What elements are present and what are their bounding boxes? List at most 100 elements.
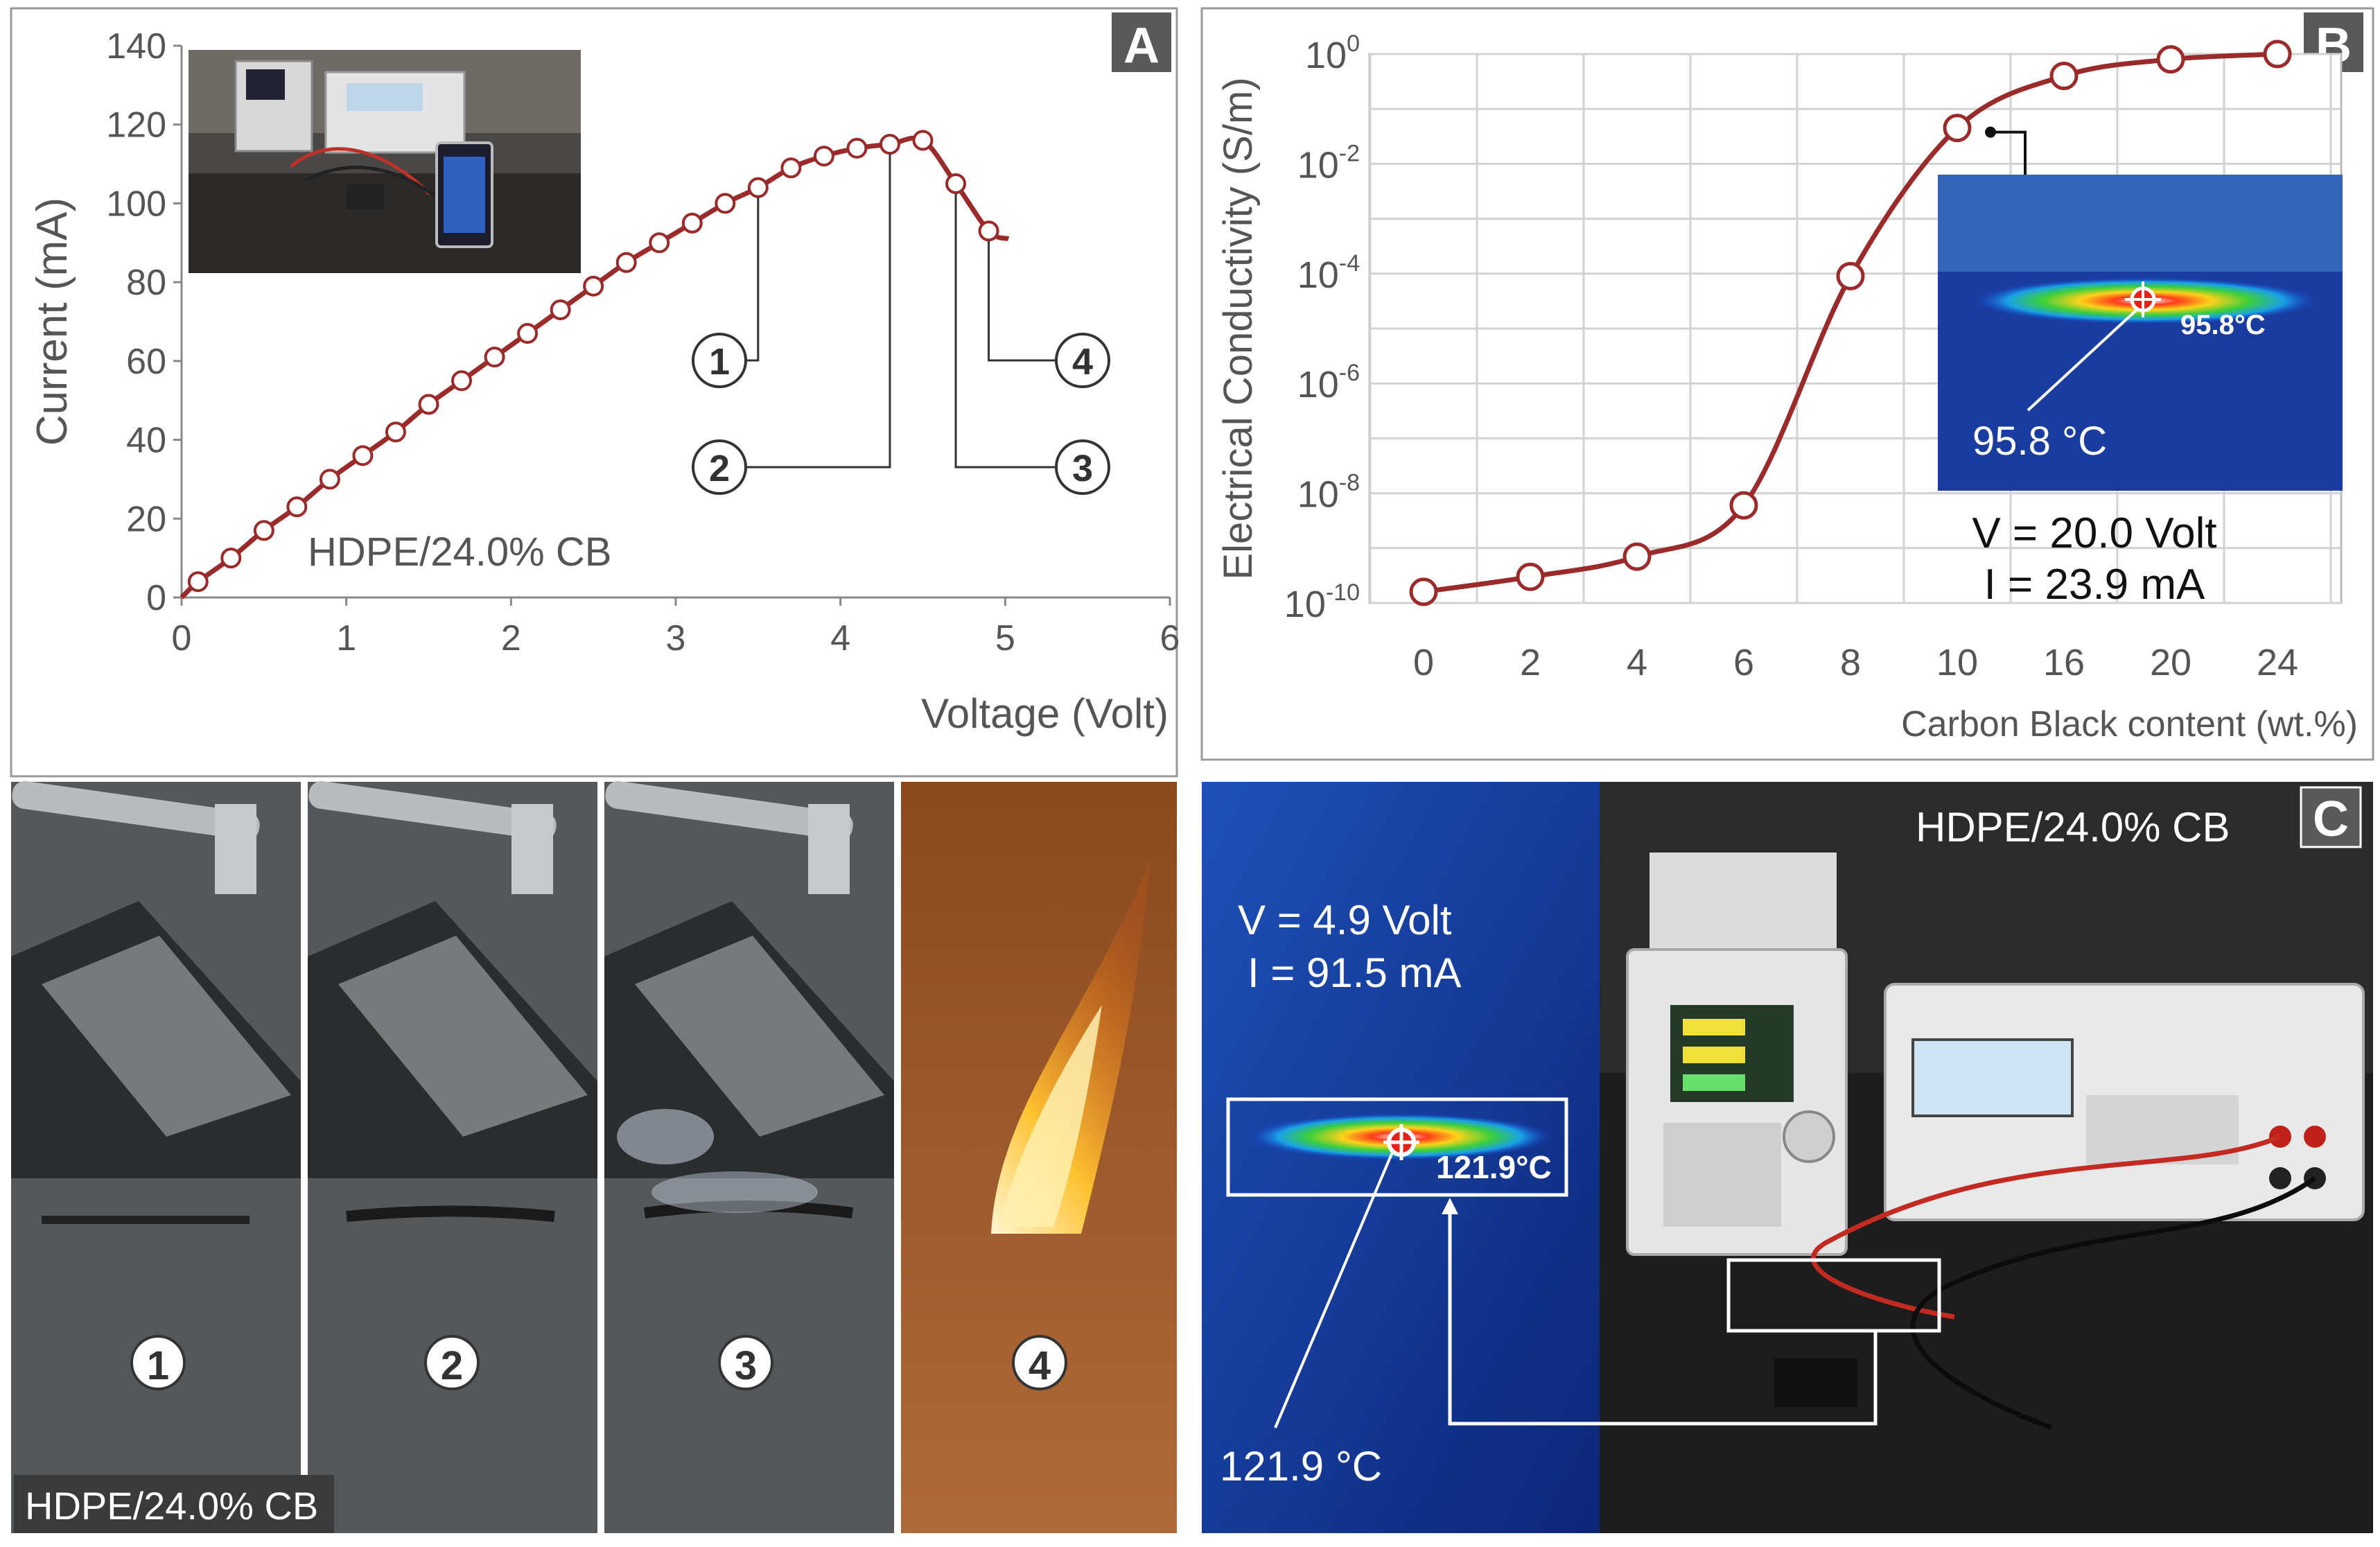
marker-badge-1 bbox=[692, 333, 747, 388]
strip-caption: HDPE/24.0% CB bbox=[25, 1484, 318, 1528]
y-tick-label: 20 bbox=[126, 499, 166, 539]
data-point bbox=[615, 252, 637, 273]
sample-annotation: HDPE/24.0% CB bbox=[308, 530, 611, 575]
x-tick-label: 20 bbox=[2150, 642, 2191, 683]
strip-badge-2: 2 bbox=[424, 1335, 480, 1390]
data-point bbox=[187, 571, 209, 593]
marker-label-3: 3 bbox=[1072, 448, 1093, 489]
marker-badge-4 bbox=[1055, 333, 1110, 388]
svg-text:2: 2 bbox=[441, 1343, 463, 1388]
strip-divider-1 bbox=[301, 782, 308, 1533]
panel-c-label: C bbox=[2313, 792, 2349, 847]
strip-badge-3: 3 bbox=[718, 1335, 773, 1390]
x-tick-label: 10 bbox=[1936, 642, 1978, 683]
y-axis-title: Current (mA) bbox=[28, 198, 76, 446]
setup-caption: HDPE/24.0% CB bbox=[1916, 804, 2230, 850]
strip-badge-1: 1 bbox=[130, 1335, 186, 1390]
setup-roi-box bbox=[1726, 1258, 1941, 1333]
panel-a-frame bbox=[10, 7, 1178, 778]
thermal-roi-box bbox=[1226, 1097, 1568, 1197]
data-point bbox=[253, 520, 274, 541]
marker-badge-3 bbox=[1055, 439, 1110, 495]
data-point bbox=[583, 275, 604, 297]
x-tick-label: 0 bbox=[1413, 642, 1434, 683]
red-cable bbox=[1811, 1134, 2282, 1320]
data-point bbox=[1943, 114, 1972, 143]
thermal-temp-label-c: 121.9 °C bbox=[1220, 1443, 1382, 1489]
panel-a-label-box bbox=[1112, 12, 1171, 72]
x-axis-title: Carbon Black content (wt.%) bbox=[1901, 704, 2358, 744]
data-point bbox=[1729, 491, 1758, 520]
x-tick-label: 5 bbox=[995, 618, 1015, 658]
thermal-readout-b: 95.8°C bbox=[2180, 310, 2266, 340]
roi-connector bbox=[1448, 1206, 1878, 1426]
multimeter bbox=[1884, 983, 2365, 1221]
data-point bbox=[945, 173, 967, 194]
black-cable bbox=[1910, 1176, 2317, 1431]
thermal-temp-label-b: 95.8 °C bbox=[1972, 419, 2107, 464]
strip-caption-box bbox=[14, 1475, 334, 1533]
y-tick-label: 0 bbox=[146, 578, 166, 618]
marker-label-4: 4 bbox=[1072, 341, 1093, 383]
marker-leader-2 bbox=[747, 154, 891, 469]
data-point bbox=[550, 299, 571, 320]
svg-text:4: 4 bbox=[1029, 1343, 1051, 1388]
data-point bbox=[846, 137, 868, 159]
strip-divider-3 bbox=[894, 782, 901, 1533]
photo-strip: 1 2 3 4 HDPE/24.0% CB bbox=[11, 780, 1177, 1533]
data-point bbox=[385, 421, 406, 443]
data-point bbox=[813, 146, 834, 167]
svg-text:3: 3 bbox=[735, 1343, 757, 1388]
data-point bbox=[2049, 62, 2079, 91]
x-tick-label: 2 bbox=[501, 618, 521, 658]
y-tick-label: 10-10 bbox=[1284, 579, 1360, 625]
strip-photo-2 bbox=[308, 780, 597, 1533]
thermal-readout-c: 121.9°C bbox=[1436, 1149, 1552, 1185]
data-point bbox=[879, 134, 900, 155]
x-tick-label: 16 bbox=[2043, 642, 2085, 683]
y-tick-label: 100 bbox=[106, 184, 166, 224]
y-tick-label: 10-8 bbox=[1297, 470, 1360, 516]
x-axis-title: Voltage (Volt) bbox=[921, 690, 1169, 737]
data-point bbox=[912, 130, 934, 151]
x-tick-label: 3 bbox=[666, 618, 686, 658]
marker-label-1: 1 bbox=[709, 341, 730, 383]
y-tick-label: 10-6 bbox=[1297, 360, 1360, 405]
data-point bbox=[1836, 261, 1865, 290]
data-point bbox=[286, 496, 308, 518]
data-point bbox=[649, 232, 670, 254]
power-supply bbox=[1626, 853, 1848, 1256]
data-point bbox=[2156, 45, 2185, 74]
marker-label-2: 2 bbox=[709, 448, 730, 489]
data-point bbox=[220, 548, 242, 569]
data-point bbox=[352, 445, 374, 466]
thermal-pointer-c bbox=[1274, 1150, 1394, 1428]
marker-leader-3 bbox=[954, 193, 1055, 469]
strip-photo-4-flame bbox=[901, 782, 1177, 1533]
marker-badge-2 bbox=[692, 439, 747, 495]
connector-line bbox=[1990, 130, 2027, 175]
strip-photo-1 bbox=[11, 780, 301, 1533]
x-tick-label: 24 bbox=[2257, 642, 2298, 683]
strip-divider-2 bbox=[597, 782, 604, 1533]
data-point bbox=[681, 212, 703, 234]
y-axis-title: Electrical Conductivity (S/m) bbox=[1216, 77, 1261, 579]
condition-current: I = 23.9 mA bbox=[1984, 561, 2205, 609]
y-tick-label: 100 bbox=[1305, 30, 1360, 76]
y-tick-label: 40 bbox=[126, 421, 166, 461]
data-point bbox=[978, 220, 999, 242]
data-point bbox=[1622, 542, 1652, 571]
x-tick-label: 6 bbox=[1733, 642, 1754, 683]
x-tick-label: 8 bbox=[1840, 642, 1861, 683]
data-point bbox=[2263, 40, 2292, 69]
data-point bbox=[1516, 562, 1545, 591]
x-tick-label: 4 bbox=[1627, 642, 1647, 683]
data-point bbox=[451, 370, 473, 392]
y-tick-label: 10-4 bbox=[1297, 250, 1360, 296]
data-point bbox=[418, 394, 439, 415]
setup-inset-photo bbox=[189, 50, 581, 273]
condition-voltage: V = 20.0 Volt bbox=[1972, 509, 2216, 557]
panel-c-label-box bbox=[2300, 786, 2362, 848]
